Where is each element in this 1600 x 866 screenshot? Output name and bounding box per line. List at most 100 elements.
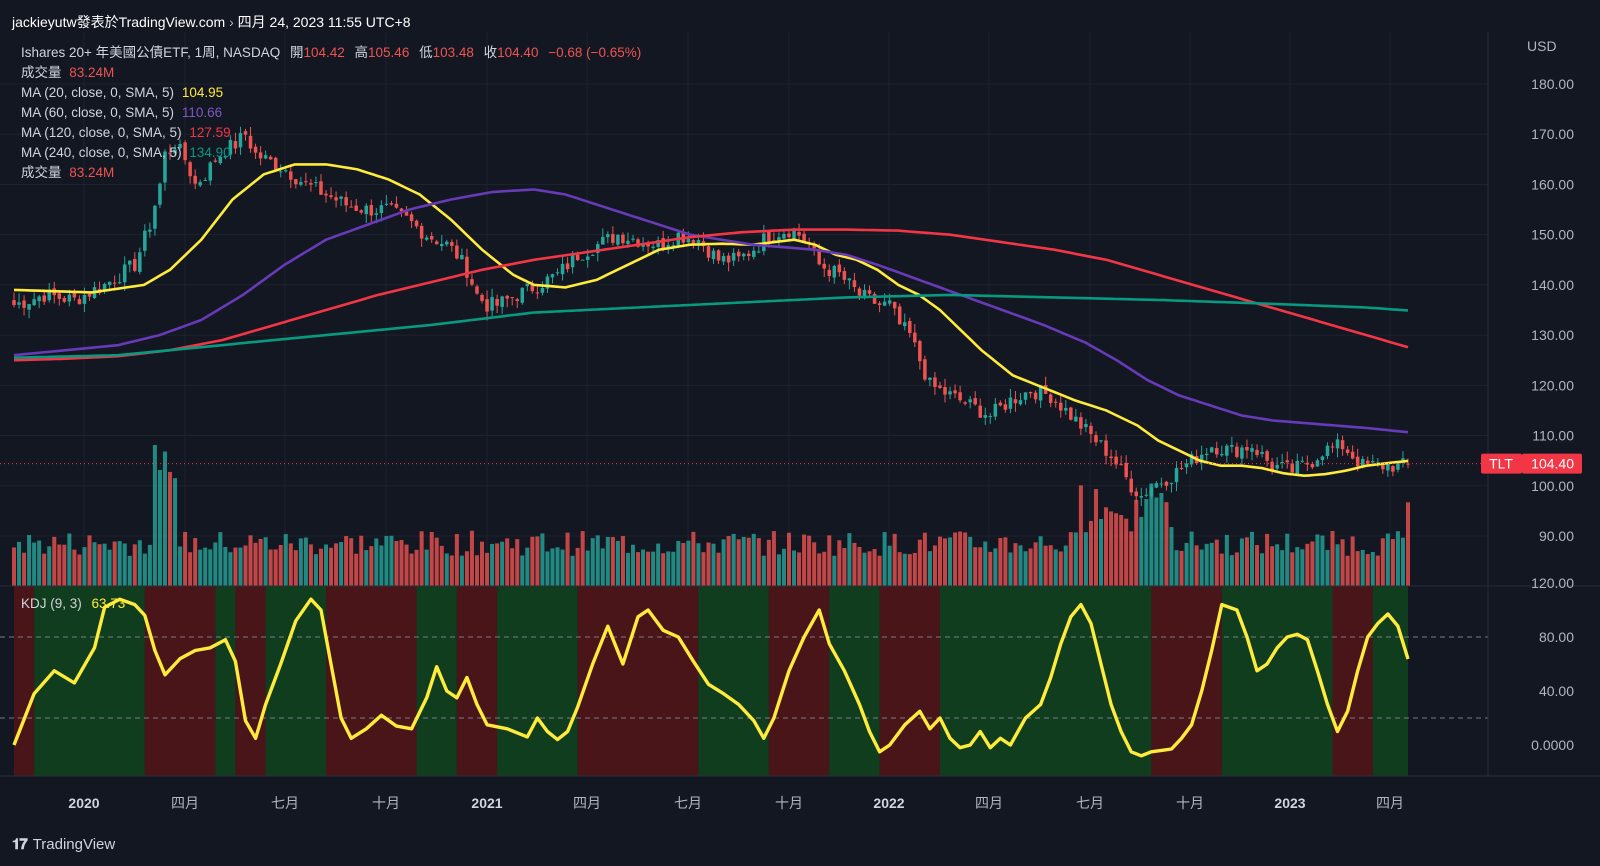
- volume-bar: [1209, 542, 1214, 586]
- candle-body: [324, 193, 328, 196]
- candle-body: [1008, 397, 1013, 409]
- candle-body: [1255, 449, 1259, 455]
- candle-body: [1209, 447, 1214, 453]
- volume-bar: [329, 547, 334, 586]
- volume-bar: [902, 553, 907, 586]
- candle-body: [1245, 446, 1249, 451]
- volume-bar: [22, 552, 27, 586]
- volume-bar: [394, 540, 399, 586]
- candle-body: [67, 294, 72, 302]
- candle-body: [1048, 394, 1053, 403]
- candle-body: [294, 179, 298, 185]
- candle-body: [314, 182, 318, 184]
- price-tag-value: 104.40: [1531, 456, 1574, 472]
- volume-bar: [344, 536, 349, 586]
- volume-bar: [515, 539, 520, 586]
- volume-bar: [681, 543, 686, 586]
- volume-bar: [1038, 536, 1043, 586]
- candle-body: [596, 244, 600, 253]
- volume-bar: [97, 544, 102, 586]
- volume-bar: [1048, 545, 1053, 586]
- volume-legend-row: 成交量 83.24M: [21, 63, 641, 83]
- volume-bar: [998, 538, 1003, 586]
- volume-bar: [605, 536, 610, 586]
- candle-body: [631, 238, 635, 240]
- candle-body: [414, 220, 419, 227]
- candle-body: [752, 250, 756, 257]
- candle-body: [1280, 461, 1284, 464]
- volume-bar: [183, 531, 188, 586]
- volume-bar: [832, 555, 837, 586]
- volume-bar: [1058, 551, 1063, 586]
- candle-body: [1169, 482, 1174, 485]
- volume-bar: [1093, 489, 1098, 586]
- candle-body: [787, 233, 791, 238]
- kdj-tick-label: 40.00: [1539, 683, 1574, 699]
- volume-bar: [932, 545, 937, 586]
- volume-bar: [958, 531, 963, 586]
- volume-bar: [585, 550, 590, 586]
- volume-bar: [193, 538, 198, 586]
- candle-body: [349, 206, 353, 208]
- volume-bar: [173, 478, 178, 586]
- candle-body: [178, 143, 182, 149]
- candle-body: [1144, 494, 1149, 496]
- volume-bar: [147, 544, 152, 586]
- volume-bar: [988, 551, 993, 586]
- tradingview-logo-icon: 𝟏𝟕: [12, 836, 28, 853]
- candle-body: [1074, 416, 1078, 422]
- volume-bar: [1053, 549, 1058, 586]
- candle-body: [827, 269, 832, 276]
- volume-bar: [520, 555, 525, 586]
- volume-bar: [943, 538, 948, 586]
- candle-body: [963, 402, 967, 404]
- volume-bar: [1395, 531, 1400, 586]
- candle-body: [283, 170, 288, 172]
- candle-body: [309, 183, 313, 185]
- volume-bar: [560, 549, 565, 586]
- volume-bar: [248, 535, 253, 586]
- chart-area[interactable]: USD 180.00 170.00 160.00 150.00 140.00 130.00 1…: [0, 32, 1600, 832]
- candle-body: [1124, 462, 1128, 478]
- volume-bar: [953, 532, 958, 586]
- volume-bar: [761, 555, 766, 586]
- candle-body: [450, 242, 454, 246]
- high-value: 105.46: [368, 45, 410, 60]
- volume-bar: [1043, 545, 1048, 586]
- candle-body: [268, 156, 273, 160]
- candle-body: [1270, 461, 1274, 471]
- candle-body: [988, 415, 993, 417]
- candle-body: [1230, 444, 1234, 447]
- volume-bar: [1204, 543, 1209, 586]
- candle-body: [37, 296, 41, 302]
- candle-body: [550, 274, 555, 278]
- volume-bar: [313, 554, 318, 586]
- volume-bar: [152, 444, 157, 586]
- candle-body: [1079, 417, 1083, 429]
- candle-body: [47, 289, 51, 301]
- price-tick-label: 140.00: [1531, 277, 1574, 293]
- candle-body: [1265, 451, 1269, 461]
- candle-body: [721, 255, 726, 262]
- candle-body: [520, 287, 525, 303]
- candle-body: [82, 294, 87, 304]
- footer-brand: TradingView: [32, 836, 116, 853]
- volume-bar: [1068, 532, 1073, 586]
- candle-body: [1376, 462, 1380, 464]
- volume-bar: [72, 549, 77, 586]
- change-value: −0.68 (−0.65%): [548, 45, 642, 60]
- candle-body: [958, 392, 962, 401]
- candle-body: [460, 254, 464, 260]
- candle-body: [832, 265, 837, 278]
- volume-bar: [298, 538, 303, 586]
- candle-body: [158, 183, 162, 205]
- volume-bar: [812, 542, 817, 586]
- volume-bar: [1124, 518, 1129, 586]
- volume-bar: [1260, 553, 1265, 586]
- volume-bar: [751, 533, 756, 586]
- candle-body: [117, 282, 122, 284]
- footer[interactable]: 𝟏𝟕 TradingView: [12, 836, 115, 853]
- ohlc-legend-row: Ishares 20+ 年美國公債ETF, 1周, NASDAQ 開104.42…: [21, 43, 641, 63]
- volume-bar: [867, 551, 872, 586]
- volume-bar: [1340, 539, 1345, 586]
